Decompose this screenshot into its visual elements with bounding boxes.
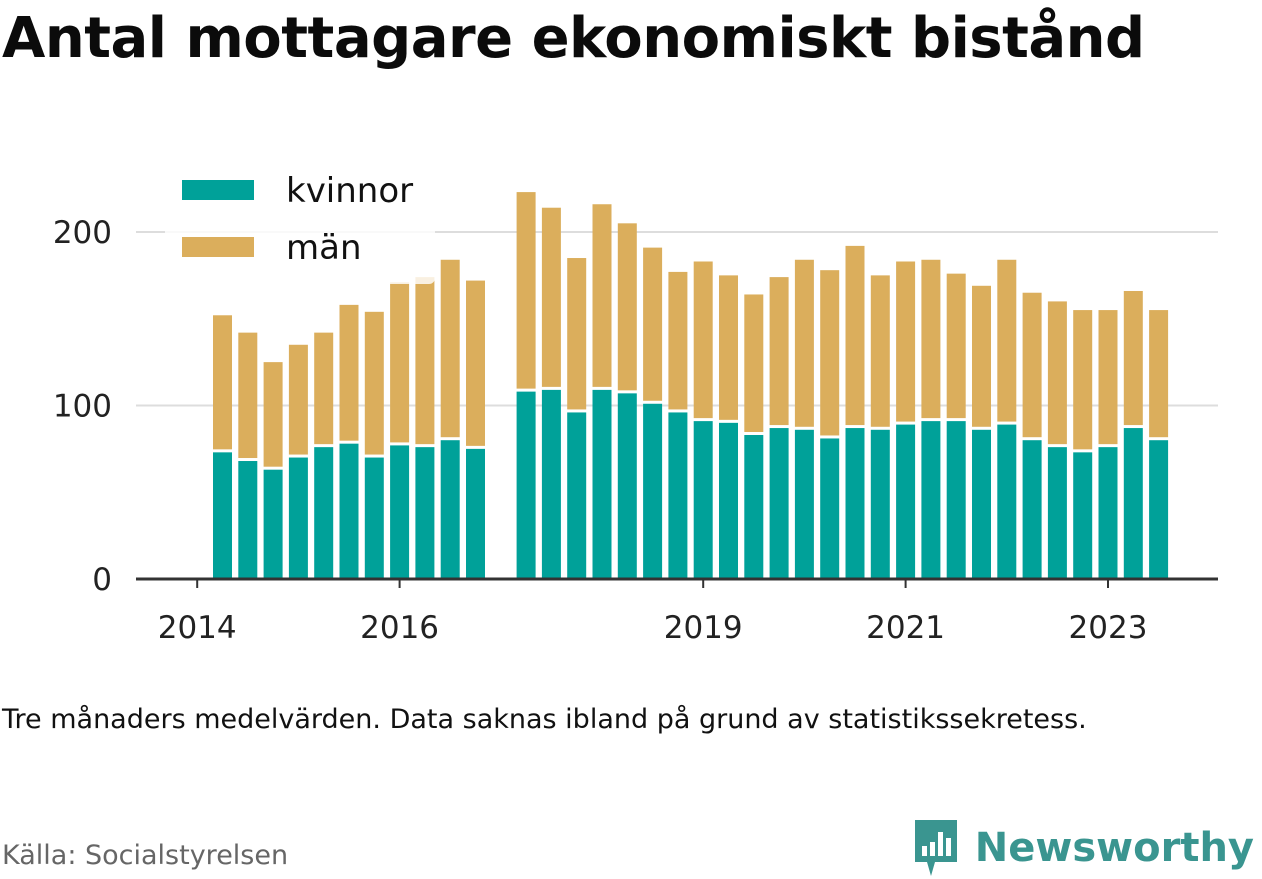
x-tick-label: 2023	[1069, 610, 1148, 646]
x-tick-label: 2014	[158, 610, 237, 646]
legend-swatch	[182, 237, 254, 257]
bar-kvinnor	[415, 447, 435, 579]
bar-man	[693, 261, 713, 419]
bar-man	[390, 282, 410, 443]
bar-kvinnor	[896, 424, 916, 579]
bar-man	[541, 207, 561, 387]
bar-man	[466, 280, 485, 446]
bar-man	[213, 315, 232, 450]
bar-kvinnor	[541, 389, 561, 579]
bar-kvinnor	[314, 447, 334, 579]
bar-kvinnor	[364, 457, 384, 579]
bar-kvinnor	[794, 429, 814, 579]
bar-kvinnor	[263, 469, 283, 579]
bar-kvinnor	[972, 429, 991, 579]
bar-kvinnor	[845, 428, 865, 579]
bar-man	[921, 259, 941, 419]
bar-kvinnor	[1149, 440, 1169, 579]
bars	[213, 192, 1169, 579]
bar-kvinnor	[769, 428, 789, 579]
bar-kvinnor	[921, 421, 941, 579]
bar-kvinnor	[643, 403, 663, 579]
source-label: Källa: Socialstyrelsen	[2, 840, 289, 871]
bar-kvinnor	[744, 434, 764, 579]
bar-man	[972, 285, 991, 427]
x-axis: 2014 2016 2019 2021 2023	[136, 577, 1218, 646]
bar-man	[794, 259, 814, 427]
y-axis-ticks: 0 100 200	[53, 215, 112, 598]
bar-man	[845, 245, 865, 426]
chart-note: Tre månaders medelvärden. Data saknas ib…	[2, 704, 1087, 735]
bar-kvinnor	[288, 457, 308, 579]
bar-man	[1047, 301, 1067, 445]
bar-man	[1022, 292, 1042, 438]
y-tick-label: 200	[53, 215, 112, 251]
bar-kvinnor	[820, 438, 840, 579]
bar-man	[643, 247, 663, 401]
bar-kvinnor	[719, 422, 738, 579]
legend: kvinnor män	[165, 168, 435, 284]
legend-label: män	[286, 228, 362, 268]
y-tick-label: 0	[92, 562, 112, 598]
bar-man	[364, 311, 384, 455]
stacked-bar-chart: 0 100 200 kvinnor män 2014 2016 2019 2021 2023	[52, 168, 1218, 646]
bar-man	[592, 204, 612, 387]
bar-man	[1149, 310, 1169, 438]
legend-swatch	[182, 180, 254, 200]
chart-title: Antal mottagare ekonomiskt bistånd	[2, 6, 1145, 71]
bar-man	[769, 277, 789, 426]
bar-man	[668, 271, 688, 410]
bar-man	[870, 275, 890, 427]
bar-kvinnor	[946, 421, 966, 579]
bar-kvinnor	[567, 412, 587, 579]
bar-kvinnor	[693, 421, 713, 579]
bar-man	[1098, 310, 1118, 445]
newsworthy-logo-icon	[914, 820, 957, 876]
bar-man	[339, 304, 359, 441]
brand-logo: Newsworthy	[911, 818, 1254, 878]
bar-man	[314, 332, 334, 445]
bar-kvinnor	[870, 429, 890, 579]
x-tick-label: 2021	[866, 610, 945, 646]
bar-man	[617, 223, 637, 391]
bar-man	[820, 270, 840, 436]
bar-man	[567, 258, 587, 410]
bar-kvinnor	[592, 389, 612, 579]
bar-man	[516, 192, 536, 389]
bar-kvinnor	[339, 443, 359, 579]
bar-man	[288, 344, 308, 455]
bar-man	[415, 277, 435, 445]
bar-man	[1123, 290, 1143, 426]
bar-kvinnor	[1098, 447, 1118, 579]
bar-man	[263, 362, 283, 467]
bar-kvinnor	[440, 440, 460, 579]
bar-man	[744, 294, 764, 432]
bar-man	[946, 273, 966, 419]
bar-kvinnor	[617, 393, 637, 579]
bar-man	[896, 261, 916, 422]
bar-kvinnor	[997, 424, 1017, 579]
bar-man	[1073, 310, 1093, 450]
bar-kvinnor	[516, 391, 536, 579]
bar-kvinnor	[238, 461, 258, 579]
bar-kvinnor	[1022, 440, 1042, 579]
bar-kvinnor	[466, 448, 485, 579]
bar-kvinnor	[213, 452, 232, 579]
bar-kvinnor	[1073, 452, 1093, 579]
bar-man	[997, 259, 1017, 422]
bar-kvinnor	[1123, 428, 1143, 579]
brand-name: Newsworthy	[974, 825, 1254, 871]
y-tick-label: 100	[53, 389, 112, 425]
bar-man	[719, 275, 738, 420]
bar-man	[440, 259, 460, 438]
x-tick-label: 2016	[360, 610, 439, 646]
x-tick-label: 2019	[664, 610, 743, 646]
bar-man	[238, 332, 258, 459]
bar-kvinnor	[668, 412, 688, 579]
legend-label: kvinnor	[286, 171, 413, 211]
bar-kvinnor	[1047, 447, 1067, 579]
bar-kvinnor	[390, 445, 410, 579]
